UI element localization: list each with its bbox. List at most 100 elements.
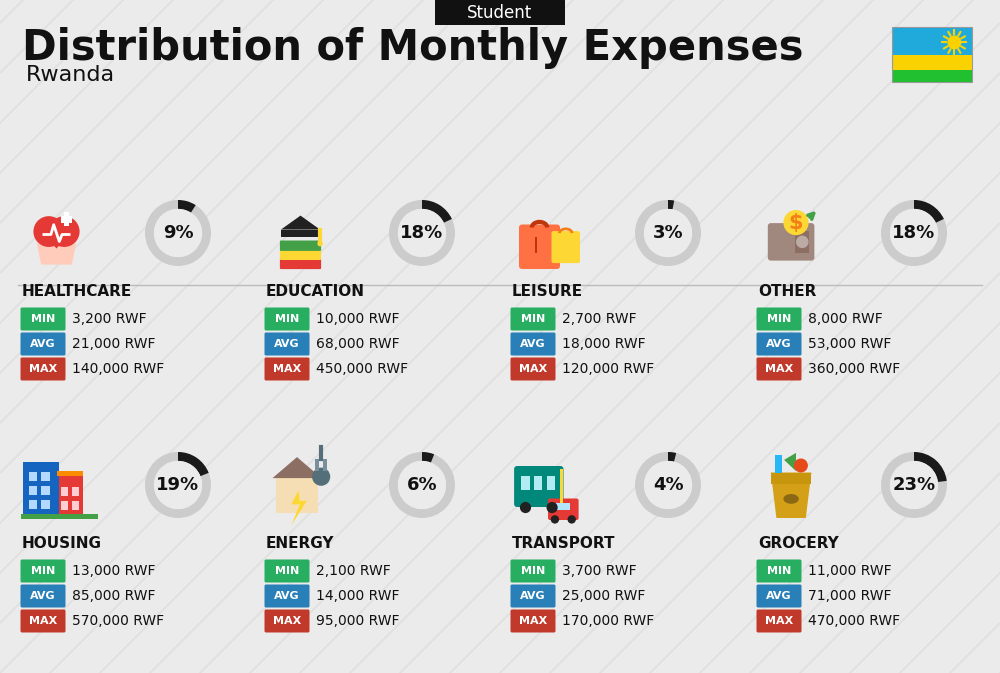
Bar <box>61 216 72 223</box>
Circle shape <box>154 461 202 509</box>
FancyBboxPatch shape <box>519 225 560 269</box>
Polygon shape <box>41 232 72 248</box>
Bar <box>892 70 972 82</box>
Circle shape <box>546 502 558 513</box>
Text: 25,000 RWF: 25,000 RWF <box>562 589 645 603</box>
Text: MAX: MAX <box>273 364 301 374</box>
Polygon shape <box>784 453 796 471</box>
FancyBboxPatch shape <box>20 308 66 330</box>
Text: 21,000 RWF: 21,000 RWF <box>72 337 156 351</box>
Text: $: $ <box>789 213 803 233</box>
Text: AVG: AVG <box>520 339 546 349</box>
Text: 2,700 RWF: 2,700 RWF <box>562 312 637 326</box>
Bar <box>41 472 50 481</box>
Text: AVG: AVG <box>766 591 792 601</box>
Bar <box>892 55 972 70</box>
Text: GROCERY: GROCERY <box>758 536 839 551</box>
FancyBboxPatch shape <box>280 250 321 260</box>
Circle shape <box>551 516 559 524</box>
Circle shape <box>154 209 202 257</box>
Text: 18%: 18% <box>892 224 936 242</box>
Text: 53,000 RWF: 53,000 RWF <box>808 337 891 351</box>
Text: 450,000 RWF: 450,000 RWF <box>316 362 408 376</box>
Wedge shape <box>914 200 944 223</box>
Text: 95,000 RWF: 95,000 RWF <box>316 614 400 628</box>
FancyBboxPatch shape <box>511 610 556 633</box>
Text: 23%: 23% <box>892 476 936 494</box>
FancyBboxPatch shape <box>20 584 66 608</box>
FancyBboxPatch shape <box>511 357 556 380</box>
Bar <box>323 458 327 471</box>
FancyBboxPatch shape <box>264 610 310 633</box>
FancyBboxPatch shape <box>768 223 814 260</box>
Text: Rwanda: Rwanda <box>26 65 115 85</box>
Text: MIN: MIN <box>521 566 545 576</box>
FancyBboxPatch shape <box>514 466 564 507</box>
Bar <box>72 501 79 509</box>
Circle shape <box>317 241 323 246</box>
FancyBboxPatch shape <box>20 357 66 380</box>
Text: MIN: MIN <box>275 314 299 324</box>
Wedge shape <box>668 452 676 462</box>
Bar <box>28 472 37 481</box>
Wedge shape <box>422 452 434 462</box>
Bar <box>555 503 570 509</box>
Circle shape <box>644 461 692 509</box>
Text: AVG: AVG <box>30 591 56 601</box>
Text: MAX: MAX <box>273 616 301 626</box>
Bar <box>547 476 555 490</box>
Polygon shape <box>272 457 322 478</box>
Bar <box>61 501 68 509</box>
Bar <box>281 229 320 237</box>
FancyBboxPatch shape <box>511 332 556 355</box>
FancyBboxPatch shape <box>757 610 802 633</box>
Ellipse shape <box>783 494 799 504</box>
Circle shape <box>398 209 446 257</box>
Text: 3,700 RWF: 3,700 RWF <box>562 564 637 578</box>
Text: 470,000 RWF: 470,000 RWF <box>808 614 900 628</box>
Polygon shape <box>771 472 811 518</box>
Text: MIN: MIN <box>521 314 545 324</box>
Bar <box>892 27 972 55</box>
Text: 6%: 6% <box>407 476 437 494</box>
Text: 11,000 RWF: 11,000 RWF <box>808 564 892 578</box>
Circle shape <box>49 216 80 247</box>
Circle shape <box>33 216 64 247</box>
Bar <box>775 455 782 472</box>
Text: 8,000 RWF: 8,000 RWF <box>808 312 883 326</box>
Bar <box>23 462 59 514</box>
Bar <box>41 486 50 495</box>
Circle shape <box>796 236 809 248</box>
Bar <box>72 487 79 495</box>
Circle shape <box>568 516 576 524</box>
Wedge shape <box>422 200 452 223</box>
Text: AVG: AVG <box>766 339 792 349</box>
Text: 3,200 RWF: 3,200 RWF <box>72 312 147 326</box>
FancyBboxPatch shape <box>264 308 310 330</box>
Bar <box>315 458 319 471</box>
Text: AVG: AVG <box>274 339 300 349</box>
FancyBboxPatch shape <box>757 357 802 380</box>
FancyBboxPatch shape <box>264 332 310 355</box>
FancyBboxPatch shape <box>511 559 556 583</box>
FancyBboxPatch shape <box>264 559 310 583</box>
Wedge shape <box>914 452 947 482</box>
Wedge shape <box>389 200 455 266</box>
Wedge shape <box>389 452 455 518</box>
Bar <box>892 27 972 82</box>
Bar <box>276 478 318 513</box>
Bar <box>560 469 563 504</box>
Wedge shape <box>668 200 674 209</box>
Text: Student: Student <box>467 4 533 22</box>
Text: 18%: 18% <box>400 224 444 242</box>
Wedge shape <box>881 452 947 518</box>
Text: MIN: MIN <box>767 314 791 324</box>
FancyBboxPatch shape <box>264 584 310 608</box>
Polygon shape <box>37 244 76 264</box>
Text: MIN: MIN <box>31 566 55 576</box>
Text: EDUCATION: EDUCATION <box>266 283 365 299</box>
FancyBboxPatch shape <box>757 559 802 583</box>
Text: OTHER: OTHER <box>758 283 816 299</box>
FancyBboxPatch shape <box>757 332 802 355</box>
Text: 570,000 RWF: 570,000 RWF <box>72 614 164 628</box>
